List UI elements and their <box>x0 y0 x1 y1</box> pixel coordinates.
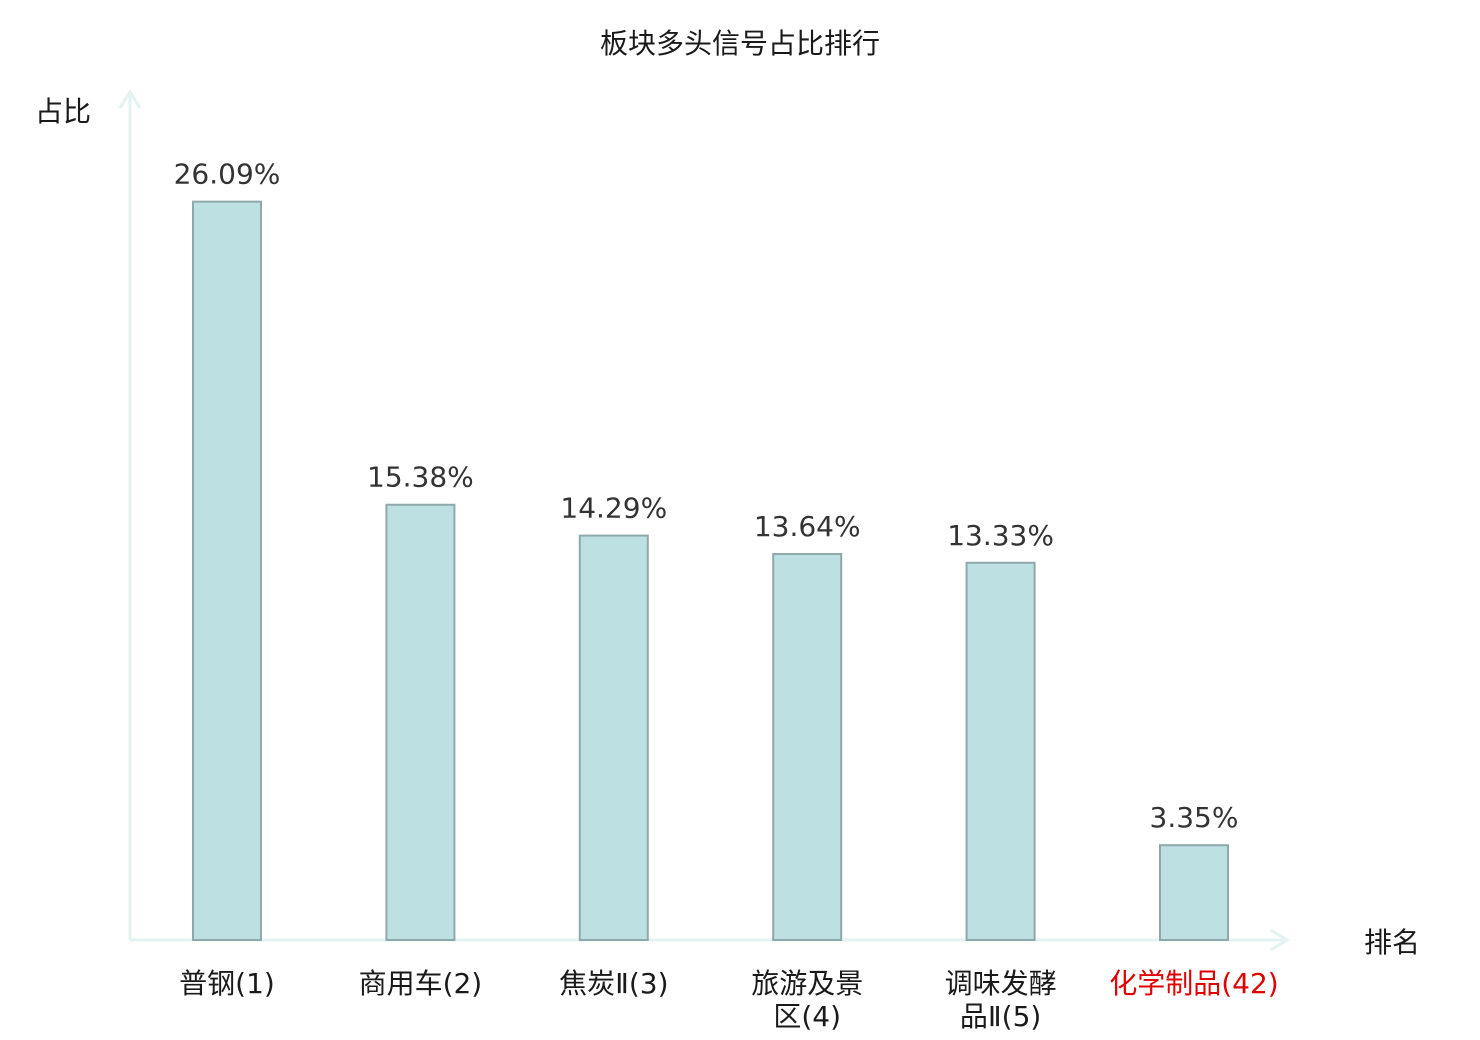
category-label-line: 商用车(2) <box>359 967 483 1000</box>
bar-value-label: 13.64% <box>754 510 861 543</box>
bar-value-label: 26.09% <box>174 158 281 191</box>
bar-value-label: 15.38% <box>367 461 474 494</box>
category-label: 商用车(2) <box>359 967 483 1000</box>
bar-value-label: 3.35% <box>1150 801 1239 834</box>
category-label: 旅游及景区(4) <box>751 967 863 1033</box>
bar <box>965 561 1036 941</box>
category-label: 化学制品(42) <box>1109 967 1278 1000</box>
chart-title: 板块多头信号占比排行 <box>600 27 880 60</box>
y-axis-arrowhead <box>118 89 142 109</box>
bar <box>1159 844 1229 942</box>
category-label-line: 调味发酵 <box>945 967 1057 1000</box>
category-label-line: 区(4) <box>773 1000 841 1033</box>
bar <box>192 200 262 941</box>
category-label: 焦炭Ⅱ(3) <box>559 967 668 1000</box>
bars-group <box>192 200 1229 942</box>
x-axis-arrowhead <box>1270 928 1290 952</box>
category-label-line: 焦炭Ⅱ(3) <box>559 967 668 1000</box>
category-label-line: 化学制品(42) <box>1109 967 1278 1000</box>
y-axis-title: 占比 <box>35 95 91 128</box>
bar <box>385 503 456 941</box>
bar-value-label: 14.29% <box>560 492 667 525</box>
x-axis <box>130 928 1290 952</box>
y-axis <box>118 89 142 940</box>
bar <box>578 534 649 942</box>
category-labels-group: 普钢(1) 商用车(2) 焦炭Ⅱ(3) 旅游及景区(4) 调味发酵品Ⅱ(5) 化学制品(4… <box>179 967 1279 1033</box>
bar-value-label: 13.33% <box>947 519 1054 552</box>
value-labels-group: 26.09% 15.38% 14.29% 13.64% 13.33% 3.35% <box>174 158 1239 835</box>
category-label-line: 品Ⅱ(5) <box>960 1000 1041 1033</box>
category-label-line: 旅游及景 <box>751 967 863 1000</box>
category-label: 普钢(1) <box>179 967 275 1000</box>
category-label: 调味发酵品Ⅱ(5) <box>945 967 1057 1033</box>
bar <box>772 552 843 941</box>
x-axis-title: 排名 <box>1364 926 1420 959</box>
category-label-line: 普钢(1) <box>179 967 275 1000</box>
